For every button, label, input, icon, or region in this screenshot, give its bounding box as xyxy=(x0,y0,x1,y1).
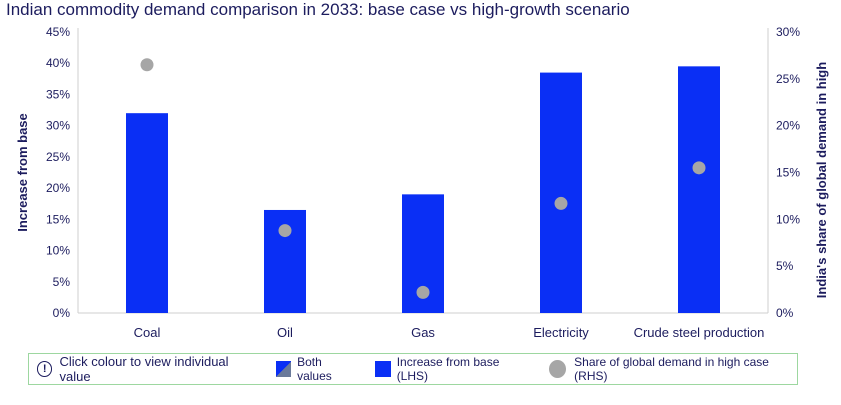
left-axis-title: Increase from base xyxy=(15,113,30,232)
x-category-label: Oil xyxy=(277,325,293,340)
chart-canvas: 0% 5% 10% 15% 20% 25% 30% 35% 40% 45% 0% 5% 10% 15% 20… xyxy=(15,25,829,340)
share-dot[interactable] xyxy=(140,58,154,72)
legend-item-both[interactable]: Both values xyxy=(270,355,358,383)
legend: ! Click colour to view individual value … xyxy=(28,353,798,385)
right-tick-label: 0% xyxy=(776,306,794,320)
both-values-swatch[interactable] xyxy=(275,361,292,377)
legend-dot-label: Share of global demand in high case (RHS… xyxy=(574,355,769,383)
x-category-label: Coal xyxy=(134,325,161,340)
info-icon[interactable]: ! xyxy=(37,361,53,377)
right-tick-label: 25% xyxy=(776,72,800,86)
left-tick-label: 25% xyxy=(46,150,70,164)
left-tick-label: 35% xyxy=(46,87,70,101)
share-dot[interactable] xyxy=(554,196,568,210)
legend-bar-label: Increase from base (LHS) xyxy=(396,355,500,383)
right-tick-label: 5% xyxy=(776,259,794,273)
share-dot[interactable] xyxy=(416,285,430,299)
bar[interactable] xyxy=(126,113,168,313)
right-axis-title: India's share of global demand in high xyxy=(814,62,829,298)
chart-title: Indian commodity demand comparison in 20… xyxy=(6,0,630,19)
legend-item-bar[interactable]: Increase from base (LHS) xyxy=(365,355,529,383)
bar-series-swatch[interactable] xyxy=(375,361,391,377)
legend-both-label: Both values xyxy=(297,355,332,383)
bar[interactable] xyxy=(540,72,582,313)
legend-info: ! Click colour to view individual value xyxy=(37,354,262,384)
right-tick-label: 15% xyxy=(776,166,800,180)
left-tick-label: 15% xyxy=(46,212,70,226)
x-category-label: Crude steel production xyxy=(634,325,765,340)
left-tick-label: 0% xyxy=(53,306,71,320)
left-tick-label: 5% xyxy=(53,275,71,289)
left-tick-label: 40% xyxy=(46,56,70,70)
legend-info-text: Click colour to view individual value xyxy=(59,354,229,384)
legend-item-dot[interactable]: Share of global demand in high case (RHS… xyxy=(537,355,797,383)
left-tick-label: 10% xyxy=(46,244,70,258)
right-tick-label: 30% xyxy=(776,25,800,39)
right-tick-label: 20% xyxy=(776,119,800,133)
bar[interactable] xyxy=(678,66,720,313)
right-tick-label: 10% xyxy=(776,212,800,226)
dot-series-swatch[interactable] xyxy=(548,360,567,378)
share-dot[interactable] xyxy=(692,161,706,175)
x-category-label: Electricity xyxy=(533,325,589,340)
left-tick-label: 45% xyxy=(46,25,70,39)
x-category-label: Gas xyxy=(411,325,435,340)
left-tick-label: 30% xyxy=(46,119,70,133)
left-tick-label: 20% xyxy=(46,181,70,195)
share-dot[interactable] xyxy=(278,224,292,238)
